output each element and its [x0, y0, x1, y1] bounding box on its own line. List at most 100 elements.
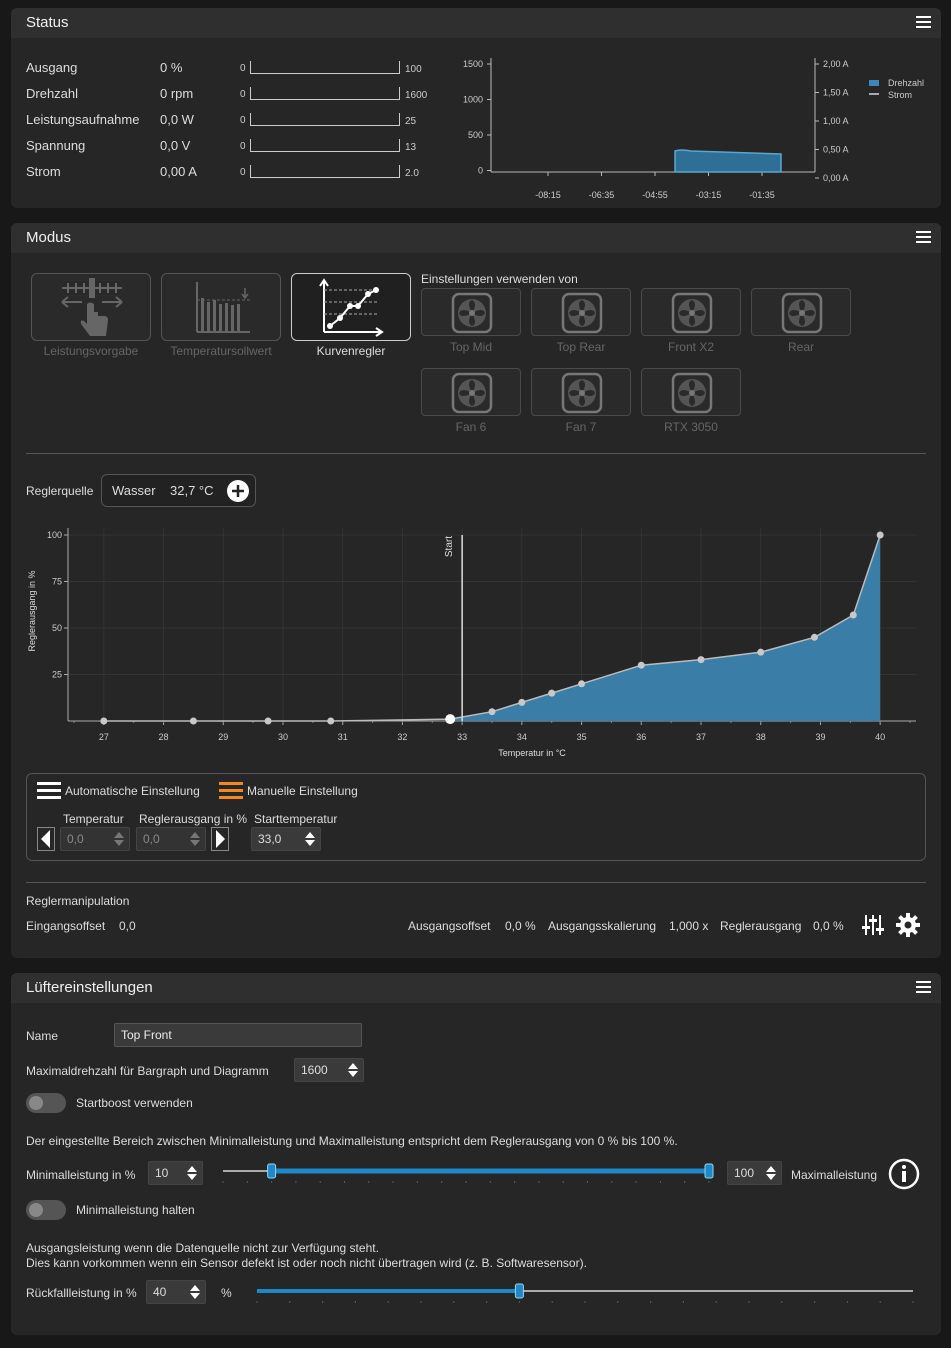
maxrpm-value: 1600 — [301, 1063, 328, 1077]
range-slider[interactable] — [211, 1158, 721, 1188]
temp-stepper[interactable]: 0,0 — [60, 827, 130, 851]
mode-leistungsvorgabe-button[interactable] — [31, 273, 151, 341]
curve-point[interactable] — [189, 717, 197, 725]
fallback-stepper[interactable]: 40 — [146, 1280, 206, 1304]
fallback-stepper-arrows-icon[interactable] — [188, 1283, 202, 1301]
fan-source-button[interactable] — [421, 368, 521, 416]
status-bar — [250, 61, 400, 74]
out-scale-value[interactable]: 1,000 x — [669, 919, 709, 933]
auto-settings-icon[interactable] — [37, 781, 61, 801]
fan-source-button[interactable] — [641, 368, 741, 416]
start-temp-stepper[interactable]: 33,0 — [251, 827, 321, 851]
range-min-thumb[interactable] — [267, 1163, 277, 1179]
drehzahl-area — [674, 149, 782, 173]
status-row-value: 0 % — [160, 60, 183, 75]
out-stepper-arrows-icon[interactable] — [188, 830, 202, 848]
manual-settings-icon[interactable] — [219, 781, 243, 801]
x-tick-label: 28 — [159, 732, 169, 742]
mini-left-tick: 500 — [468, 130, 483, 140]
fan-settings-panel: Lüftereinstellungen Name Top Front Maxim… — [11, 973, 941, 1335]
curve-point[interactable] — [637, 661, 645, 669]
curve-point[interactable] — [578, 680, 586, 688]
range-max-thumb[interactable] — [704, 1163, 714, 1179]
mini-right-tick: 2,00 A — [823, 59, 849, 69]
info-icon[interactable] — [888, 1158, 920, 1190]
name-input[interactable]: Top Front — [114, 1023, 362, 1047]
fallback-slider[interactable] — [243, 1278, 921, 1308]
maxrpm-stepper-arrows-icon[interactable] — [346, 1061, 360, 1079]
x-tick-label: 32 — [397, 732, 407, 742]
curve-point[interactable] — [518, 698, 526, 706]
min-label: Minimalleistung in % — [26, 1168, 136, 1182]
max-stepper[interactable]: 100 — [727, 1161, 782, 1185]
fan-settings-title: Lüftereinstellungen — [26, 979, 153, 996]
curve-point[interactable] — [100, 717, 108, 725]
fan-source-button[interactable] — [531, 288, 631, 336]
fan-source-label: Rear — [787, 340, 814, 354]
out-offset-value[interactable]: 0,0 % — [505, 919, 536, 933]
curve-point[interactable] — [264, 717, 272, 725]
prev-point-icon[interactable] — [37, 827, 55, 851]
fan-source-label: Front X2 — [667, 340, 715, 354]
fan-source-label: Fan 6 — [455, 420, 487, 434]
min-stepper-arrows-icon[interactable] — [185, 1164, 199, 1182]
curve-point[interactable] — [876, 531, 884, 539]
mode-temperatursollwert-button[interactable] — [161, 273, 281, 341]
fan-source-button[interactable] — [751, 288, 851, 336]
settings-box: Automatische Einstellung Manuelle Einste… — [26, 773, 926, 861]
curve-point[interactable] — [849, 611, 857, 619]
startboost-toggle[interactable] — [26, 1093, 66, 1113]
min-stepper[interactable]: 10 — [148, 1161, 203, 1185]
fan-icon — [671, 372, 713, 414]
hand-slider-icon — [61, 278, 123, 336]
next-point-icon[interactable] — [211, 827, 229, 851]
gear-icon[interactable] — [896, 913, 920, 937]
curve-point[interactable] — [810, 633, 818, 641]
fan-settings-menu-icon[interactable] — [916, 981, 931, 994]
status-row-label: Leistungsaufnahme — [26, 112, 140, 127]
curve-point[interactable] — [697, 656, 705, 664]
sliders-icon[interactable] — [862, 914, 884, 936]
temp-stepper-arrows-icon[interactable] — [112, 830, 126, 848]
min-hold-toggle[interactable] — [26, 1200, 66, 1220]
fallback-label: Rückfallleistung in % — [26, 1286, 137, 1300]
status-row-value: 0,00 A — [160, 164, 197, 179]
mini-x-tick: -08:15 — [535, 190, 561, 200]
fan-source-button[interactable] — [641, 288, 741, 336]
curve-point[interactable] — [488, 708, 496, 716]
curve-point[interactable] — [757, 648, 765, 656]
status-bar-max: 13 — [405, 142, 417, 153]
curve-chart[interactable]: 27 28 29 30 31 32 33 34 35 36 37 38 39 40 25 50 75 100 Tem… — [26, 523, 926, 763]
start-temp-stepper-arrows-icon[interactable] — [303, 830, 317, 848]
out-offset-label: Ausgangsoffset — [408, 919, 491, 933]
source-selector[interactable]: Wasser 32,7 °C — [101, 474, 256, 507]
y-tick-label: 50 — [52, 623, 62, 633]
manual-settings-label[interactable]: Manuelle Einstellung — [247, 784, 358, 798]
max-stepper-arrows-icon[interactable] — [764, 1164, 778, 1182]
modus-menu-icon[interactable] — [916, 231, 931, 244]
mini-right-tick: 0,00 A — [823, 173, 849, 183]
curve-point[interactable] — [445, 714, 456, 725]
x-tick-label: 36 — [636, 732, 646, 742]
fan-source-button[interactable] — [421, 288, 521, 336]
startboost-label: Startboost verwenden — [76, 1096, 193, 1110]
status-header: Status — [11, 8, 941, 38]
out-stepper[interactable]: 0,0 — [136, 827, 206, 851]
fan-source-button[interactable] — [531, 368, 631, 416]
x-tick-label: 31 — [338, 732, 348, 742]
status-menu-icon[interactable] — [916, 16, 931, 29]
mode-kurvenregler-button[interactable] — [291, 273, 411, 341]
fallback-thumb[interactable] — [514, 1283, 524, 1299]
status-title: Status — [26, 14, 69, 31]
start-field-label: Starttemperatur — [254, 812, 338, 826]
name-label: Name — [26, 1029, 59, 1043]
mode-temperatursollwert-label: Temperatursollwert — [170, 344, 272, 358]
auto-settings-label[interactable]: Automatische Einstellung — [65, 784, 200, 798]
curve-point[interactable] — [548, 689, 556, 697]
in-offset-value[interactable]: 0,0 — [119, 919, 136, 933]
maxrpm-stepper[interactable]: 1600 — [294, 1058, 364, 1082]
add-source-icon[interactable] — [226, 479, 250, 503]
curve-point[interactable] — [327, 717, 335, 725]
x-tick-label: 38 — [756, 732, 766, 742]
min-value: 10 — [155, 1166, 169, 1180]
